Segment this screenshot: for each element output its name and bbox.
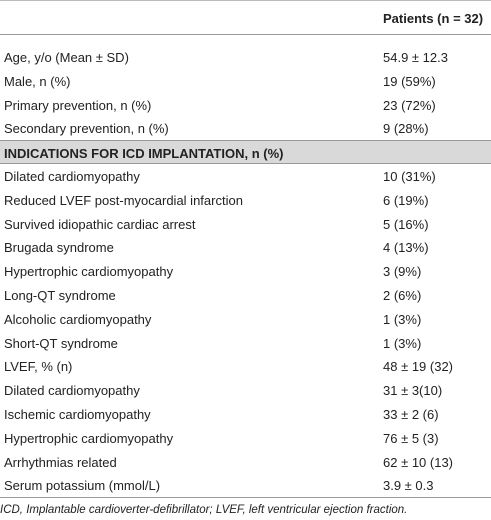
row-label: Hypertrophic cardiomyopathy bbox=[4, 264, 174, 280]
row-label: Ischemic cardiomyopathy bbox=[4, 407, 151, 422]
row-value: 23 (72%) bbox=[383, 97, 436, 113]
row-label: Hypertrophic cardiomyopathy bbox=[4, 430, 174, 446]
table-row: Arrhythmias related 62 ± 10 (13) bbox=[0, 450, 491, 474]
column-header: Patients (n = 32) bbox=[383, 11, 484, 26]
table-row: Alcoholic cardiomyopathy 1 (3%) bbox=[0, 307, 491, 331]
row-value: 3.9 ± 0.3 bbox=[383, 478, 434, 494]
row-label: Short-QT syndrome bbox=[4, 335, 118, 351]
row-value: 6 (19%) bbox=[383, 192, 429, 208]
table-header: Patients (n = 32) bbox=[0, 0, 491, 35]
table-row: Male, n (%) 19 (59%) bbox=[0, 69, 491, 93]
row-label: LVEF, % (n) bbox=[4, 359, 73, 375]
table-row: LVEF, % (n) 48 ± 19 (32) bbox=[0, 354, 491, 378]
row-label: Age, y/o (Mean ± SD) bbox=[4, 50, 129, 65]
row-value: 5 (16%) bbox=[383, 216, 429, 232]
table-row: Ischemic cardiomyopathy 33 ± 2 (6) bbox=[0, 402, 491, 426]
row-value: 3 (9%) bbox=[383, 264, 422, 280]
row-value: 1 (3%) bbox=[383, 335, 422, 351]
row-value: 76 ± 5 (3) bbox=[383, 430, 439, 446]
table-row: Serum potassium (mmol/L) 3.9 ± 0.3 bbox=[0, 473, 491, 497]
table-row: Brugada syndrome 4 (13%) bbox=[0, 235, 491, 259]
row-value: 9 (28%) bbox=[383, 121, 429, 137]
row-value: 54.9 ± 12.3 bbox=[383, 50, 448, 65]
bottom-rule bbox=[0, 497, 491, 498]
row-label: Survived idiopathic cardiac arrest bbox=[4, 216, 196, 232]
row-value: 31 ± 3(10) bbox=[383, 383, 443, 399]
table-row: Hypertrophic cardiomyopathy 76 ± 5 (3) bbox=[0, 426, 491, 450]
row-value: 19 (59%) bbox=[383, 73, 436, 89]
section-label: INDICATIONS FOR ICD IMPLANTATION, n (%) bbox=[4, 146, 284, 162]
row-label: Reduced LVEF post-myocardial infarction bbox=[4, 192, 243, 208]
table-row: Dilated cardiomyopathy 10 (31%) bbox=[0, 164, 491, 188]
row-label: Long-QT syndrome bbox=[4, 288, 116, 303]
table-row: Secondary prevention, n (%) 9 (28%) bbox=[0, 116, 491, 140]
footnote: ICD, Implantable cardioverter-defibrilla… bbox=[0, 504, 408, 516]
row-value: 48 ± 19 (32) bbox=[383, 359, 454, 375]
row-label: Arrhythmias related bbox=[4, 454, 117, 470]
table-row: Age, y/o (Mean ± SD) 54.9 ± 12.3 bbox=[0, 45, 491, 69]
table-row: Primary prevention, n (%) 23 (72%) bbox=[0, 93, 491, 117]
table-row: Dilated cardiomyopathy 31 ± 3(10) bbox=[0, 378, 491, 402]
table-row: Long-QT syndrome 2 (6%) bbox=[0, 283, 491, 307]
row-label: Dilated cardiomyopathy bbox=[4, 169, 140, 184]
table-row: Reduced LVEF post-myocardial infarction 6… bbox=[0, 188, 491, 212]
row-value: 1 (3%) bbox=[383, 311, 422, 327]
row-value: 33 ± 2 (6) bbox=[383, 407, 439, 422]
row-label: Alcoholic cardiomyopathy bbox=[4, 311, 152, 327]
row-label: Dilated cardiomyopathy bbox=[4, 383, 140, 399]
table-row: Short-QT syndrome 1 (3%) bbox=[0, 331, 491, 355]
row-label: Male, n (%) bbox=[4, 73, 71, 89]
row-value: 2 (6%) bbox=[383, 288, 422, 303]
table-row: Hypertrophic cardiomyopathy 3 (9%) bbox=[0, 259, 491, 283]
row-value: 62 ± 10 (13) bbox=[383, 454, 454, 470]
row-label: Secondary prevention, n (%) bbox=[4, 121, 169, 137]
row-value: 10 (31%) bbox=[383, 169, 436, 184]
table-row: Survived idiopathic cardiac arrest 5 (16%… bbox=[0, 212, 491, 236]
row-label: Primary prevention, n (%) bbox=[4, 97, 152, 113]
row-label: Serum potassium (mmol/L) bbox=[4, 478, 161, 494]
section-row: INDICATIONS FOR ICD IMPLANTATION, n (%) bbox=[0, 140, 491, 164]
row-value: 4 (13%) bbox=[383, 240, 429, 256]
row-label: Brugada syndrome bbox=[4, 240, 114, 256]
